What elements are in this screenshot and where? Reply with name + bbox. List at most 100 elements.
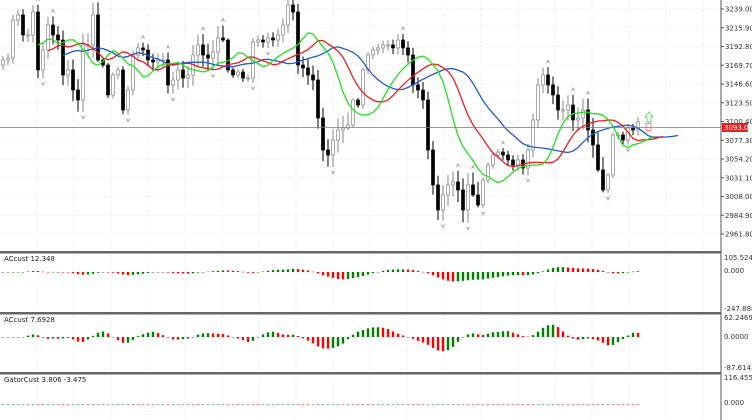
ac-bar	[166, 337, 170, 338]
ac-bar	[596, 337, 600, 341]
ao-bar	[221, 270, 225, 272]
ao-bar	[226, 270, 230, 272]
fractal-down-icon	[625, 147, 631, 153]
ac-bar	[266, 332, 270, 337]
ac-bar	[556, 327, 560, 337]
gator-down-bar	[286, 404, 290, 405]
ac-bar	[11, 337, 15, 338]
candle-bear	[241, 71, 245, 79]
y-tick-label: 3169.70	[725, 62, 752, 70]
ao-bar	[316, 272, 320, 274]
ac-bar	[331, 337, 335, 348]
gator-down-bar	[176, 404, 180, 405]
ac-bar	[181, 337, 185, 340]
ao-bar	[441, 272, 445, 280]
panel2-mid: 0.0000	[724, 333, 749, 341]
candle-bull	[1, 59, 5, 66]
ao-bar	[321, 272, 325, 276]
ao-bar	[621, 272, 625, 274]
gator-down-bar	[466, 404, 470, 405]
ac-bar	[281, 334, 285, 337]
candle-bear	[431, 149, 435, 186]
ao-bar	[196, 272, 200, 273]
fractal-up-icon	[220, 17, 226, 23]
ao-bar	[501, 272, 505, 277]
gator-down-bar	[91, 404, 95, 405]
gator-down-bar	[391, 404, 395, 405]
candle-bull	[186, 74, 190, 79]
candle-bear	[121, 69, 125, 111]
gator-down-bar	[611, 404, 615, 405]
ao-bar	[21, 272, 25, 273]
ao-bar	[26, 271, 30, 273]
candle-bull	[81, 44, 85, 101]
candle-bear	[586, 109, 590, 131]
candle-bear	[591, 129, 595, 146]
fractal-up-icon	[470, 164, 476, 170]
candle-bear	[306, 67, 310, 76]
gator-down-bar	[421, 404, 425, 405]
gator-down-bar	[21, 404, 25, 405]
fractal-up-icon	[35, 0, 41, 2]
ac-bar	[221, 334, 225, 337]
current-price-label: 3093.04	[724, 124, 752, 132]
gator-down-bar	[171, 404, 175, 405]
gator-down-bar	[211, 404, 215, 405]
ao-bar	[251, 272, 255, 273]
gator-down-bar	[96, 404, 100, 405]
candle-bear	[406, 47, 410, 56]
candle-bull	[496, 151, 500, 156]
ao-bar	[581, 268, 585, 272]
ao-bar	[121, 272, 125, 275]
ao-bar	[466, 272, 470, 281]
gator-down-bar	[31, 404, 35, 405]
ac-bar	[411, 337, 415, 339]
ac-bar	[51, 337, 55, 339]
ao-bar	[261, 271, 265, 273]
ao-bar	[336, 272, 340, 279]
fractal-up-icon	[400, 25, 406, 31]
panel2-bottom: -87.6143	[724, 364, 752, 372]
fractal-down-icon	[480, 210, 486, 216]
candle-bull	[351, 99, 355, 126]
candle-bear	[506, 154, 510, 161]
ao-bar	[536, 272, 540, 274]
ao-bar	[276, 269, 280, 272]
ac-bar	[336, 337, 340, 347]
gator-down-bar	[6, 404, 10, 405]
panel-separator	[0, 312, 721, 315]
ac-bar	[31, 334, 35, 337]
y-tick-label: 3077.30	[725, 137, 752, 145]
y-tick-label: 3100.40	[725, 118, 752, 126]
fractal-up-icon	[140, 34, 146, 40]
gator-down-bar	[76, 404, 80, 405]
ac-bar	[216, 333, 220, 337]
ao-bar	[306, 270, 310, 272]
gator-down-bar	[456, 404, 460, 405]
ac-bar	[551, 324, 555, 337]
ac-bar	[636, 332, 640, 337]
candle-bear	[316, 79, 320, 119]
ac-bar	[136, 336, 140, 337]
ao-bar	[146, 272, 150, 274]
ao-bar	[521, 272, 525, 276]
fractal-down-icon	[250, 85, 256, 91]
gator-down-bar	[131, 404, 135, 405]
gator-down-bar	[116, 404, 120, 405]
ac-bar	[546, 325, 550, 337]
gator-down-bar	[396, 404, 400, 405]
gator-down-bar	[201, 404, 205, 405]
ao-bar	[211, 271, 215, 272]
candle-bear	[151, 59, 155, 63]
ac-bar	[371, 327, 375, 337]
teeth-line	[47, 39, 664, 168]
ao-bar	[286, 269, 290, 272]
ao-bar	[291, 268, 295, 272]
gator-down-bar	[631, 404, 635, 405]
fractal-down-icon	[80, 115, 86, 121]
ao-bar	[256, 272, 260, 273]
candle-bear	[226, 39, 230, 71]
gator-down-bar	[511, 404, 515, 405]
ac-bar	[481, 334, 485, 337]
